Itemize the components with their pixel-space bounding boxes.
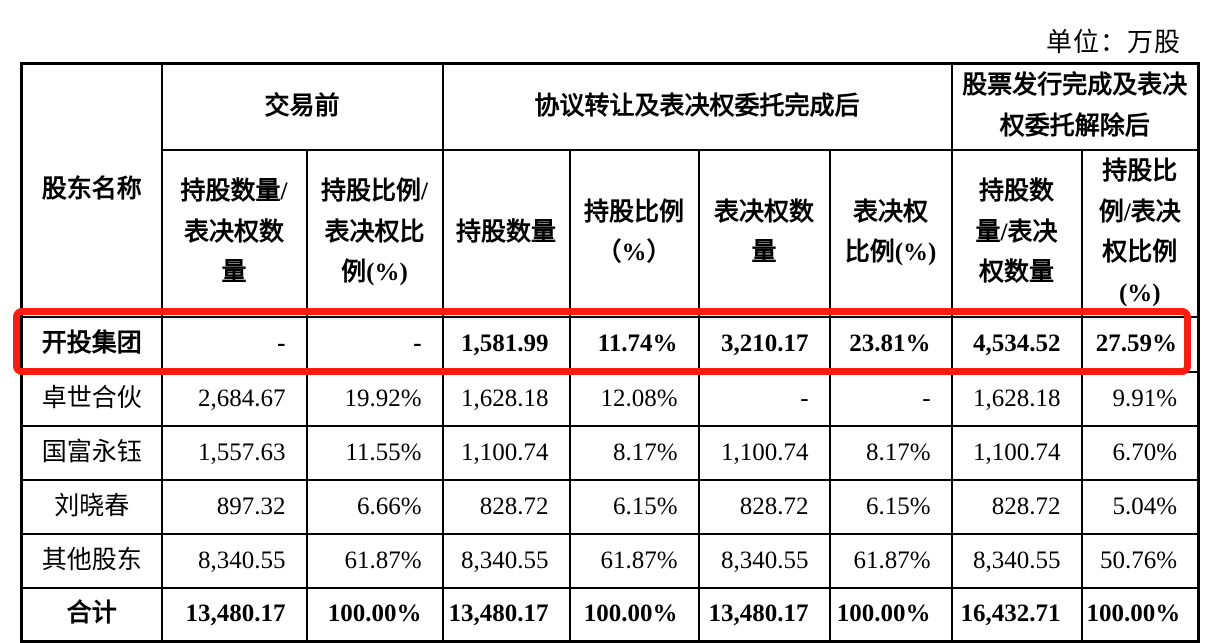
value-cell: 61.87% <box>828 532 953 589</box>
value-cell: 1,581.99 <box>441 315 571 373</box>
value-cell: 8,340.55 <box>950 532 1083 589</box>
value-cell: 61.87% <box>305 532 444 589</box>
sub-header-shares-voting-qty-post: 持股数量/表决权数量 <box>950 148 1083 318</box>
value-cell: 9.91% <box>1080 370 1200 427</box>
total-label-cell: 合计 <box>20 586 163 643</box>
group-header-row: 股东名称 交易前 协议转让及表决权委托完成后 股票发行完成及表决权委托解除后 <box>20 62 1200 318</box>
value-cell: 8,340.55 <box>160 532 308 589</box>
value-cell: 100.00% <box>568 586 700 643</box>
value-cell: 6.70% <box>1080 424 1200 481</box>
value-cell: 19.92% <box>305 370 444 427</box>
shareholder-name-cell: 开投集团 <box>20 315 163 373</box>
value-cell: 100.00% <box>1080 586 1200 643</box>
table-row-liu-xiaochun: 刘晓春 897.32 6.66% 828.72 6.15% 828.72 6.1… <box>20 478 1200 535</box>
value-cell: 50.76% <box>1080 532 1200 589</box>
sub-header-shares-voting-pct-pre: 持股比例/表决权比例(%) <box>305 148 444 318</box>
sub-header-shares-voting-pct-post: 持股比例/表决权比例(%) <box>1080 148 1200 318</box>
group-header-post-transfer-delegation: 协议转让及表决权委托完成后 <box>441 62 953 151</box>
value-cell: 8.17% <box>828 424 953 481</box>
shareholder-name-cell: 其他股东 <box>20 532 163 589</box>
value-cell: 27.59% <box>1080 315 1200 373</box>
shareholder-name-cell: 刘晓春 <box>20 478 163 535</box>
value-cell: 13,480.17 <box>160 586 308 643</box>
value-cell: 828.72 <box>697 478 831 535</box>
table-row-other-shareholders: 其他股东 8,340.55 61.87% 8,340.55 61.87% 8,3… <box>20 532 1200 589</box>
value-cell: 8.17% <box>568 424 700 481</box>
sub-header-shares-voting-qty-pre: 持股数量/表决权数量 <box>160 148 308 318</box>
shareholding-table: 股东名称 交易前 协议转让及表决权委托完成后 股票发行完成及表决权委托解除后 持… <box>20 62 1201 643</box>
value-cell: 1,628.18 <box>950 370 1083 427</box>
value-cell: 100.00% <box>305 586 444 643</box>
value-cell: 13,480.17 <box>441 586 571 643</box>
sub-header-shares-qty: 持股数量 <box>441 148 571 318</box>
value-cell: 6.15% <box>828 478 953 535</box>
value-cell: 11.55% <box>305 424 444 481</box>
table-row-guofu-yongyu: 国富永钰 1,557.63 11.55% 1,100.74 8.17% 1,10… <box>20 424 1200 481</box>
value-cell: 2,684.67 <box>160 370 308 427</box>
value-cell: 1,100.74 <box>950 424 1083 481</box>
table-row-zhuoshi-partnership: 卓世合伙 2,684.67 19.92% 1,628.18 12.08% - -… <box>20 370 1200 427</box>
value-cell: 3,210.17 <box>697 315 831 373</box>
value-cell: 16,432.71 <box>950 586 1083 643</box>
value-cell: 6.66% <box>305 478 444 535</box>
value-cell: - <box>305 315 444 373</box>
value-cell: 828.72 <box>441 478 571 535</box>
value-cell: 61.87% <box>568 532 700 589</box>
value-cell: 4,534.52 <box>950 315 1083 373</box>
value-cell: - <box>697 370 831 427</box>
value-cell: 828.72 <box>950 478 1083 535</box>
value-cell: 1,557.63 <box>160 424 308 481</box>
total-row: 合计 13,480.17 100.00% 13,480.17 100.00% 1… <box>20 586 1200 643</box>
value-cell: 100.00% <box>828 586 953 643</box>
value-cell: - <box>160 315 308 373</box>
unit-label: 单位：万股 <box>1045 28 1181 57</box>
sub-header-voting-qty: 表决权数量 <box>697 148 831 318</box>
value-cell: 897.32 <box>160 478 308 535</box>
table-row-kaitou-group: 开投集团 - - 1,581.99 11.74% 3,210.17 23.81%… <box>20 315 1200 373</box>
value-cell: 12.08% <box>568 370 700 427</box>
shareholder-name-cell: 国富永钰 <box>20 424 163 481</box>
shareholder-name-cell: 卓世合伙 <box>20 370 163 427</box>
value-cell: 1,100.74 <box>697 424 831 481</box>
value-cell: 1,628.18 <box>441 370 571 427</box>
corner-header-shareholder-name: 股东名称 <box>20 62 163 318</box>
value-cell: 6.15% <box>568 478 700 535</box>
value-cell: 23.81% <box>828 315 953 373</box>
value-cell: 8,340.55 <box>441 532 571 589</box>
value-cell: 13,480.17 <box>697 586 831 643</box>
value-cell: 5.04% <box>1080 478 1200 535</box>
value-cell: 8,340.55 <box>697 532 831 589</box>
sub-header-voting-pct: 表决权比例(%) <box>828 148 953 318</box>
sub-header-shares-pct: 持股比例（%） <box>568 148 700 318</box>
group-header-pre-transaction: 交易前 <box>160 62 444 151</box>
group-header-post-issuance-release: 股票发行完成及表决权委托解除后 <box>950 62 1200 151</box>
value-cell: 1,100.74 <box>441 424 571 481</box>
value-cell: - <box>828 370 953 427</box>
sub-header-row: 持股数量/表决权数量 持股比例/表决权比例(%) 持股数量 持股比例（%） 表决… <box>22 148 1200 318</box>
value-cell: 11.74% <box>568 315 700 373</box>
